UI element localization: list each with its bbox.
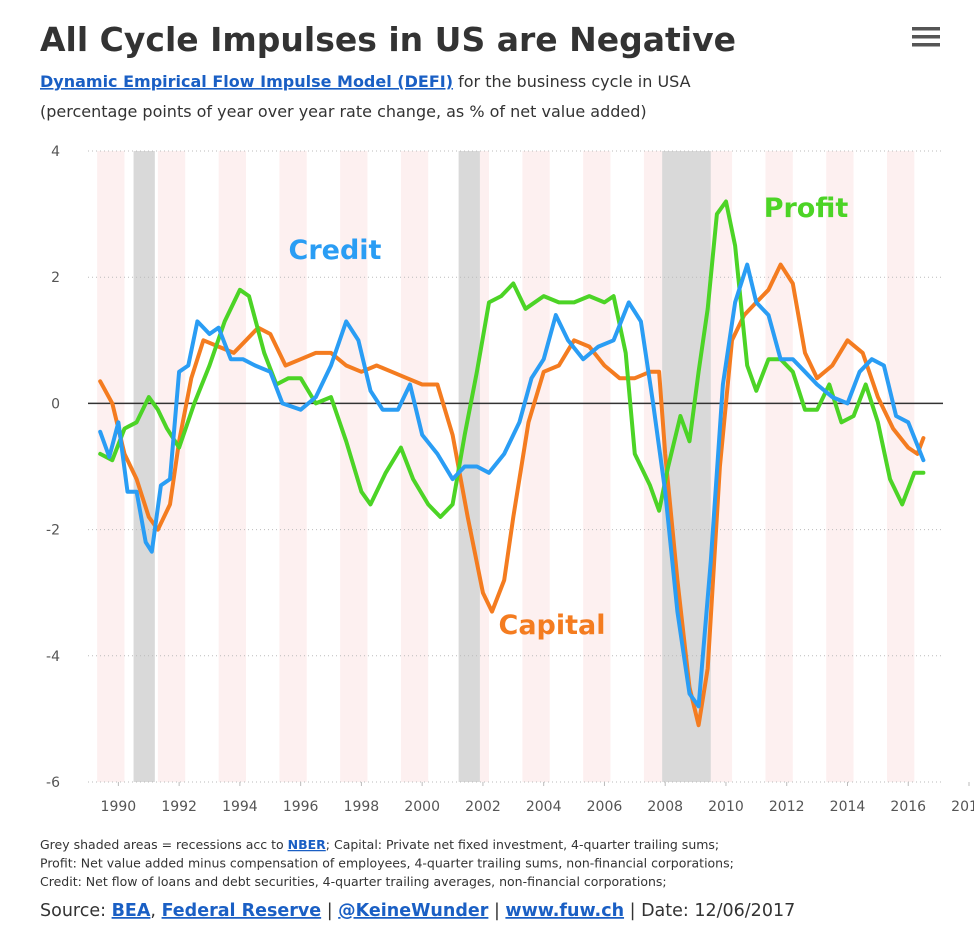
y-tick-label: 0 (51, 396, 60, 412)
y-tick-label: -2 (46, 523, 60, 539)
footer-text: Credit: Net flow of loans and debt secur… (40, 874, 667, 889)
x-tick-label: 2004 (526, 799, 562, 815)
x-tick-label: 2002 (465, 799, 501, 815)
year-stripe (279, 151, 307, 782)
footer-line: Grey shaded areas = recessions acc to NB… (40, 837, 719, 852)
link[interactable]: NBER (288, 837, 327, 852)
footer-text: Source: (40, 901, 112, 921)
x-tick-label: 2012 (769, 799, 805, 815)
link[interactable]: BEA (112, 901, 151, 921)
footer-line: Source: BEA, Federal Reserve | @KeineWun… (40, 901, 795, 921)
x-tick-label: 2014 (830, 799, 866, 815)
year-stripe (583, 151, 611, 782)
year-stripe (218, 151, 246, 782)
footer: Grey shaded areas = recessions acc to NB… (40, 837, 795, 921)
year-stripe (886, 151, 915, 782)
subtitle-2: (percentage points of year over year rat… (40, 102, 647, 121)
x-tick-label: 2010 (708, 799, 744, 815)
link[interactable]: Federal Reserve (162, 901, 322, 921)
footer-text: Profit: Net value added minus compensati… (40, 856, 734, 871)
x-tick-label: 2000 (404, 799, 440, 815)
x-tick-label: 1996 (283, 799, 319, 815)
year-stripe (522, 151, 550, 782)
recession (133, 151, 155, 782)
series-label: Capital (499, 610, 606, 641)
menu-icon[interactable] (912, 27, 940, 47)
menu-bar (912, 27, 940, 31)
x-tick-label: 1992 (161, 799, 197, 815)
footer-text: | Date: 12/06/2017 (624, 901, 795, 921)
footer-line: Credit: Net flow of loans and debt secur… (40, 874, 667, 889)
footer-text: | (321, 901, 338, 921)
subtitle: Dynamic Empirical Flow Impulse Model (DE… (40, 72, 691, 91)
x-tick-label: 2008 (647, 799, 683, 815)
y-tick-label: -6 (46, 775, 60, 791)
x-tick-label: 1990 (101, 799, 137, 815)
menu-bar (912, 43, 940, 47)
subtitle-text: for the business cycle in USA (453, 72, 691, 91)
year-stripe (765, 151, 793, 782)
plot: -6 -4 -2 0 2 4 1990 1992 1994 1996 1998 2000 2002 200… (46, 144, 974, 815)
x-tick-label: 2018 (951, 799, 974, 815)
chart-title: All Cycle Impulses in US are Negative (40, 20, 736, 59)
series-line (98, 262, 926, 709)
footer-text: | (488, 901, 505, 921)
link[interactable]: @KeineWunder (338, 901, 489, 921)
year-stripe (826, 151, 854, 782)
x-tick-label: 1994 (222, 799, 258, 815)
series-label: Credit (289, 235, 382, 266)
x-tick-label: 2016 (890, 799, 926, 815)
year-stripe (400, 151, 429, 782)
y-tick-label: 4 (51, 144, 60, 160)
series-label: Profit (764, 193, 849, 224)
series-line (98, 199, 926, 519)
x-tick-label: 1998 (344, 799, 380, 815)
menu-bar (912, 35, 940, 39)
y-tick-label: 2 (51, 270, 60, 286)
x-tick-label: 2006 (587, 799, 623, 815)
link[interactable]: www.fuw.ch (505, 901, 624, 921)
y-tick-label: -4 (46, 649, 60, 665)
footer-line: Profit: Net value added minus compensati… (40, 856, 734, 871)
footer-text: ; Capital: Private net fixed investment,… (326, 837, 719, 852)
subtitle-link[interactable]: Dynamic Empirical Flow Impulse Model (DE… (40, 72, 453, 91)
year-stripe (97, 151, 125, 782)
footer-text: Grey shaded areas = recessions acc to (40, 837, 288, 852)
footer-text: , (150, 901, 161, 921)
